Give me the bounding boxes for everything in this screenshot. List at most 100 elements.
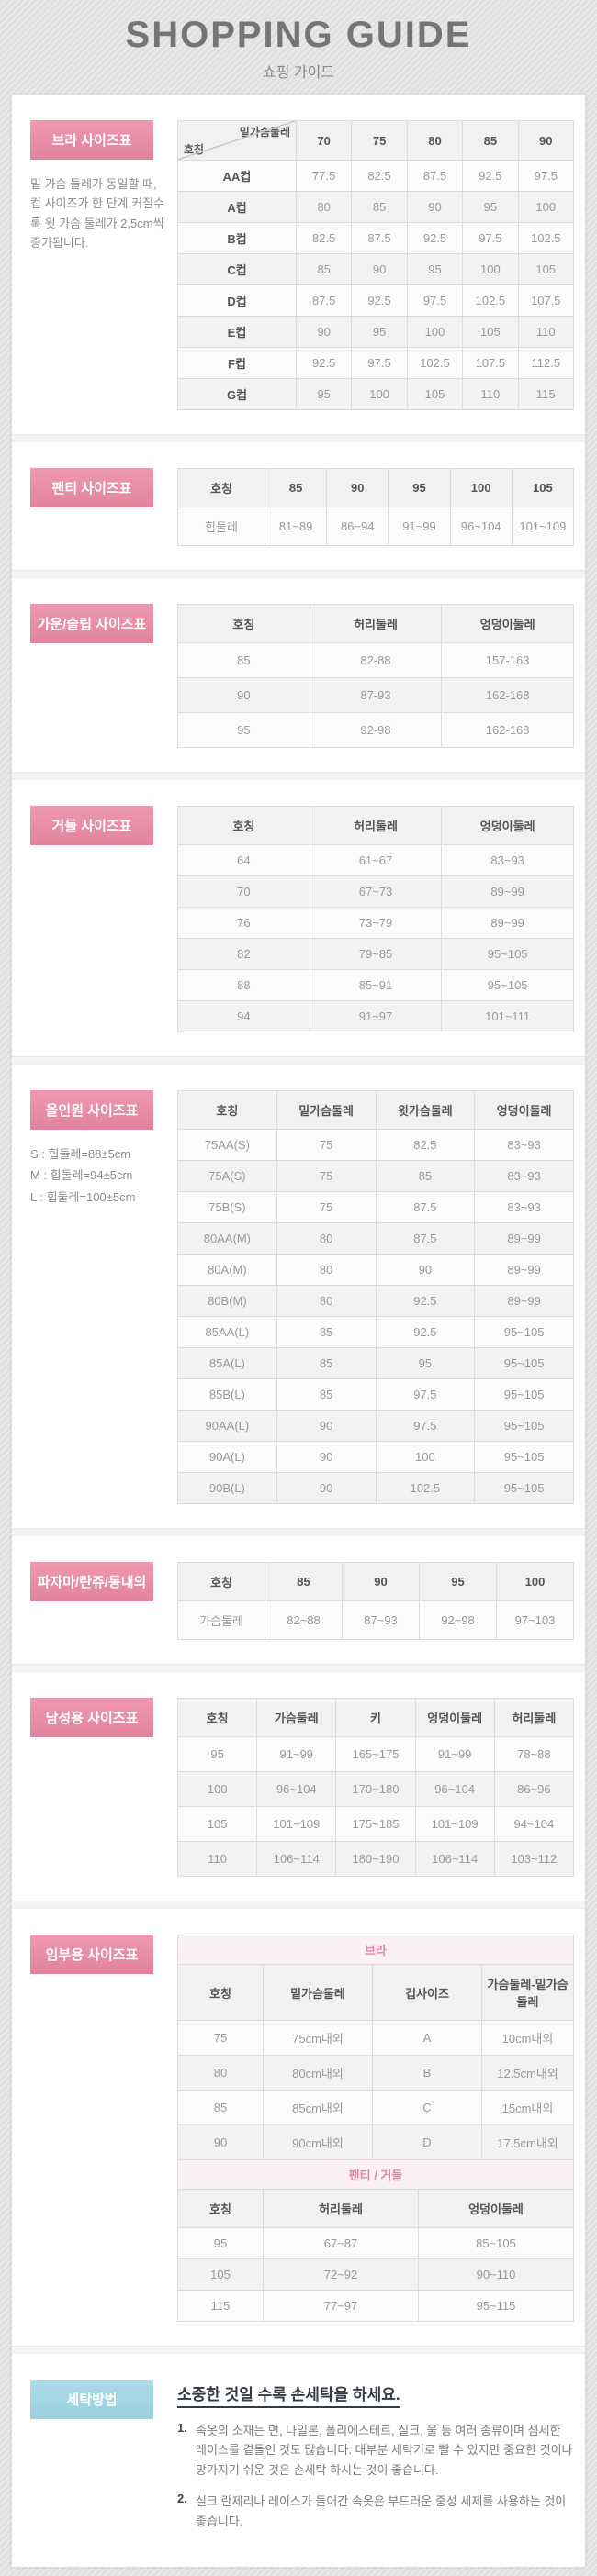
table-cell: 87.5 (351, 222, 408, 254)
row-label: 70 (177, 875, 310, 908)
column-header: 100 (496, 1562, 574, 1601)
table-cell: 95 (295, 378, 353, 410)
column-header: 90 (517, 120, 575, 161)
section-girdle-sizes: 거들 사이즈표 호칭 허리둘레 엉덩이둘레 64 61~67 83~93 70 67~73 8… (12, 780, 585, 1056)
table-cell: 89~99 (474, 1254, 574, 1286)
row-label: 75A(S) (177, 1160, 277, 1192)
table-header-row: 호칭 허리둘레 엉덩이둘레 (177, 806, 574, 845)
table-cell: 87.5 (375, 1222, 476, 1255)
table-cell: 102.5 (375, 1472, 476, 1504)
table-cell: 79~85 (309, 938, 443, 970)
maternity-bra-body: 75 75cm내외 A 10cm내외 80 80cm내외 B 12.5cm내외 85 85cm내외… (177, 2020, 574, 2160)
table-cell: 85cm내외 (263, 2090, 373, 2125)
column-header: 밑가슴둘레 (276, 1090, 377, 1130)
table-cell: 67~73 (309, 875, 443, 908)
page-subtitle: 쇼핑 가이드 (262, 65, 335, 81)
row-label: 85B(L) (177, 1378, 277, 1411)
table-cell: 86~94 (326, 507, 389, 546)
table-cell: 90 (375, 1254, 476, 1286)
section-divider (12, 1528, 585, 1536)
table-cell: 83~93 (474, 1191, 574, 1223)
column-header: 80 (406, 120, 464, 161)
table-row: D컵 87.5 92.5 97.5 102.5 107.5 (177, 284, 575, 317)
table-row: 75A(S) 75 85 83~93 (177, 1160, 574, 1192)
table-row: 90B(L) 90 102.5 95~105 (177, 1472, 574, 1504)
row-label: 80A(M) (177, 1254, 277, 1286)
table-row: 90 90cm내외 D 17.5cm내외 (177, 2124, 574, 2160)
table-cell: 87.5 (295, 284, 353, 317)
table-cell: 85 (276, 1316, 377, 1348)
table-header-row: 호칭 밑가슴둘레 컵사이즈 가슴둘레-밑가슴둘레 (177, 1964, 574, 2021)
column-header: 엉덩이둘레 (474, 1090, 574, 1130)
table-cell: 92-98 (309, 712, 443, 748)
washing-item-text: 실크 란제리나 레이스가 들어간 속옷은 부드러운 중성 세제를 사용하는 것이… (196, 2494, 567, 2528)
corner-label-size: 호칭 (184, 143, 205, 156)
row-label: 75AA(S) (177, 1129, 277, 1161)
table-row: 80 80cm내외 B 12.5cm내외 (177, 2055, 574, 2091)
table-row: 76 73~79 89~99 (177, 907, 574, 939)
table-cell: 61~67 (309, 844, 443, 876)
washing-title: 소중한 것일 수록 손세탁을 하세요. (177, 2381, 400, 2408)
table-header-row: 밑가슴둘레 호칭 70 75 80 85 90 (177, 120, 575, 161)
table-cell: 103~112 (493, 1841, 575, 1877)
washing-item-number: 1. (177, 2421, 187, 2435)
table-cell: 92.5 (375, 1285, 476, 1317)
row-label: E컵 (177, 316, 297, 348)
row-label: D컵 (177, 284, 297, 317)
section-label-mens: 남성용 사이즈표 (30, 1698, 153, 1737)
table-cell: 170~180 (335, 1771, 416, 1807)
page-title: SHOPPING GUIDE (125, 15, 472, 55)
column-header: 엉덩이둘레 (414, 1698, 495, 1737)
row-label: 105 (176, 1806, 258, 1842)
washing-item-number: 2. (177, 2492, 187, 2506)
table-cell: 87.5 (406, 160, 464, 192)
table-row: 85 85cm내외 C 15cm내외 (177, 2090, 574, 2125)
table-cell: 75cm내외 (263, 2020, 373, 2056)
gown-slip-size-table: 호칭 허리둘레 엉덩이둘레 85 82-88 157-163 90 87-93 162-168… (177, 604, 574, 748)
table-cell: 95~105 (474, 1441, 574, 1473)
table-cell: 89~99 (441, 875, 574, 908)
bra-size-table: 밑가슴둘레 호칭 70 75 80 85 90 AA컵 77.5 82.5 87.5 92.5 9… (177, 120, 575, 410)
table-row: 110 106~114 180~190 106~114 103~112 (176, 1841, 575, 1877)
table-row: 88 85~91 95~105 (177, 969, 574, 1001)
table-cell: 89~99 (441, 907, 574, 939)
panty-size-table: 호칭 85 90 95 100 105 힙둘레 81~89 86~94 91~99 96~104 1… (177, 468, 575, 546)
column-header: 75 (351, 120, 408, 161)
section-label-bra: 브라 사이즈표 (30, 120, 153, 160)
table-cell: 95~105 (474, 1472, 574, 1504)
table-row: 85A(L) 85 95 95~105 (177, 1347, 574, 1379)
column-header: 85 (265, 1562, 343, 1601)
table-cell: 95 (351, 316, 408, 348)
table-cell: 86~96 (493, 1771, 575, 1807)
group-title-bra: 브라 (177, 1935, 574, 1965)
table-cell: 83~93 (441, 844, 574, 876)
table-cell: 92.5 (375, 1316, 476, 1348)
table-cell: 115 (517, 378, 575, 410)
table-row: 95 92-98 162-168 (177, 712, 574, 748)
table-cell: 17.5cm내외 (481, 2124, 574, 2160)
table-cell: 97~103 (496, 1600, 574, 1640)
table-cell: 95 (406, 253, 464, 285)
table-cell: D (372, 2124, 482, 2160)
table-cell: 95~105 (441, 938, 574, 970)
table-row: A컵 80 85 90 95 100 (177, 191, 575, 223)
table-cell: 80 (276, 1285, 377, 1317)
column-header: 105 (511, 468, 575, 507)
table-cell: 96~104 (414, 1771, 495, 1807)
table-cell: B (372, 2055, 482, 2091)
table-cell: 97.5 (375, 1378, 476, 1411)
column-header: 호칭 (176, 1698, 258, 1737)
table-row: 힙둘레 81~89 86~94 91~99 96~104 101~109 (177, 507, 575, 546)
section-label-pajama: 파자마/란쥬/동내의 (30, 1562, 153, 1601)
table-cell: 75 (276, 1129, 377, 1161)
table-row: 90A(L) 90 100 95~105 (177, 1441, 574, 1473)
table-cell: 85 (295, 253, 353, 285)
table-cell: 94~104 (493, 1806, 575, 1842)
section-mens-sizes: 남성용 사이즈표 호칭 가슴둘레 키 엉덩이둘레 허리둘레 95 91~99 165~175… (12, 1672, 585, 1901)
table-cell: 100 (375, 1441, 476, 1473)
table-cell: 90cm내외 (263, 2124, 373, 2160)
group-title-panty-girdle: 팬티 / 거들 (177, 2159, 574, 2190)
table-cell: 91~97 (309, 1000, 443, 1032)
table-cell: 90~110 (418, 2258, 574, 2291)
table-cell: 100 (462, 253, 519, 285)
